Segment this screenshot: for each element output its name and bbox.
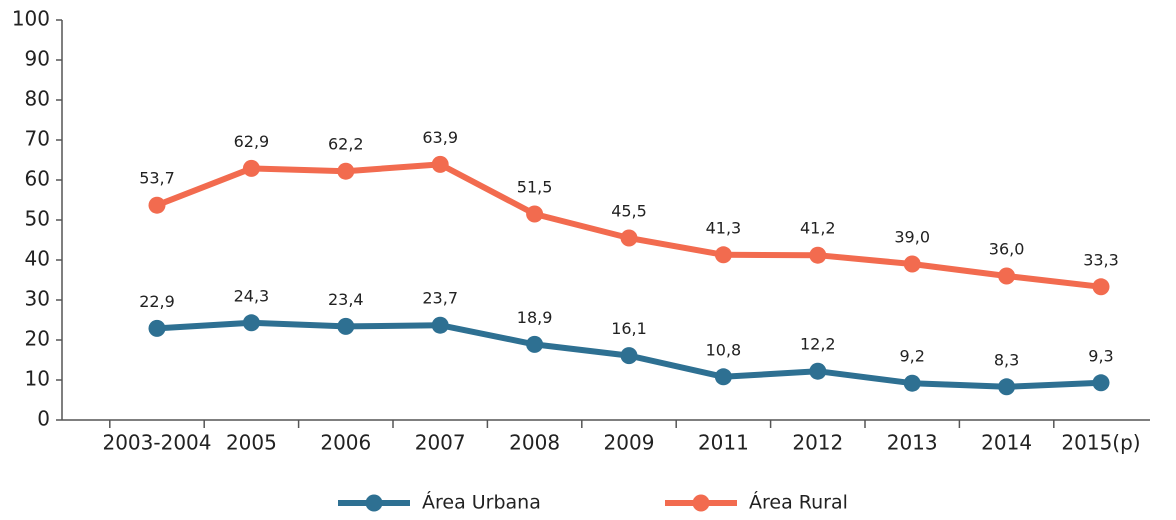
data-label: 24,3 (234, 286, 270, 305)
data-label: 36,0 (989, 240, 1025, 259)
y-tick-label: 0 (37, 407, 50, 431)
x-tick-label: 2003-2004 (102, 431, 211, 455)
x-tick-label: 2012 (792, 431, 843, 455)
legend-marker (365, 494, 383, 512)
y-tick-label: 50 (25, 207, 50, 231)
data-point (1092, 374, 1110, 392)
data-point (998, 378, 1016, 396)
y-tick-label: 80 (25, 87, 50, 111)
y-tick-label: 70 (25, 127, 50, 151)
data-label: 23,7 (422, 289, 458, 308)
y-tick-label: 60 (25, 167, 50, 191)
data-point (903, 374, 921, 392)
y-tick-label: 10 (25, 367, 50, 391)
legend-marker (692, 494, 710, 512)
series-line (155, 161, 1102, 290)
data-point (809, 246, 827, 264)
y-tick-label: 90 (25, 47, 50, 71)
data-point (998, 267, 1016, 285)
y-tick-label: 40 (25, 247, 50, 271)
x-tick-label: 2005 (226, 431, 277, 455)
x-tick-label: 2014 (981, 431, 1032, 455)
data-point (148, 319, 166, 337)
data-point (620, 229, 638, 247)
x-tick-label: 2007 (415, 431, 466, 455)
data-label: 12,2 (800, 335, 836, 354)
y-tick-label: 30 (25, 287, 50, 311)
data-point (809, 362, 827, 380)
data-label: 9,2 (899, 347, 924, 366)
data-label: 45,5 (611, 202, 647, 221)
data-point (714, 368, 732, 386)
data-label: 9,3 (1088, 346, 1113, 365)
data-label: 62,9 (234, 132, 270, 151)
data-point (431, 316, 449, 334)
data-label: 39,0 (894, 228, 930, 247)
data-label: 23,4 (328, 290, 364, 309)
data-point (148, 196, 166, 214)
data-point (526, 335, 544, 353)
data-point (242, 159, 260, 177)
x-tick-label: 2008 (509, 431, 560, 455)
data-point (526, 205, 544, 223)
y-tick-label: 100 (12, 7, 50, 31)
data-point (714, 246, 732, 264)
data-label: 8,3 (994, 350, 1019, 369)
data-point (1092, 278, 1110, 296)
data-label: 16,1 (611, 319, 647, 338)
data-label: 62,2 (328, 135, 364, 154)
legend-label: Área Rural (749, 491, 848, 514)
x-tick-label: 2013 (887, 431, 938, 455)
data-point (903, 255, 921, 273)
data-label: 18,9 (517, 308, 553, 327)
data-point (337, 162, 355, 180)
x-tick-label: 2011 (698, 431, 749, 455)
data-label: 33,3 (1083, 250, 1119, 269)
x-tick-label: 2009 (604, 431, 655, 455)
data-label: 53,7 (139, 169, 175, 188)
data-label: 63,9 (422, 128, 458, 147)
data-label: 41,2 (800, 219, 836, 238)
legend-label: Área Urbana (422, 491, 541, 514)
data-point (431, 155, 449, 173)
data-point (242, 314, 260, 332)
y-tick-label: 20 (25, 327, 50, 351)
x-tick-label: 2015(p) (1061, 431, 1140, 455)
x-tick-label: 2006 (320, 431, 371, 455)
data-label: 22,9 (139, 292, 175, 311)
data-point (337, 317, 355, 335)
data-point (620, 347, 638, 365)
data-label: 10,8 (706, 340, 742, 359)
data-label: 41,3 (706, 218, 742, 237)
data-label: 51,5 (517, 178, 553, 197)
